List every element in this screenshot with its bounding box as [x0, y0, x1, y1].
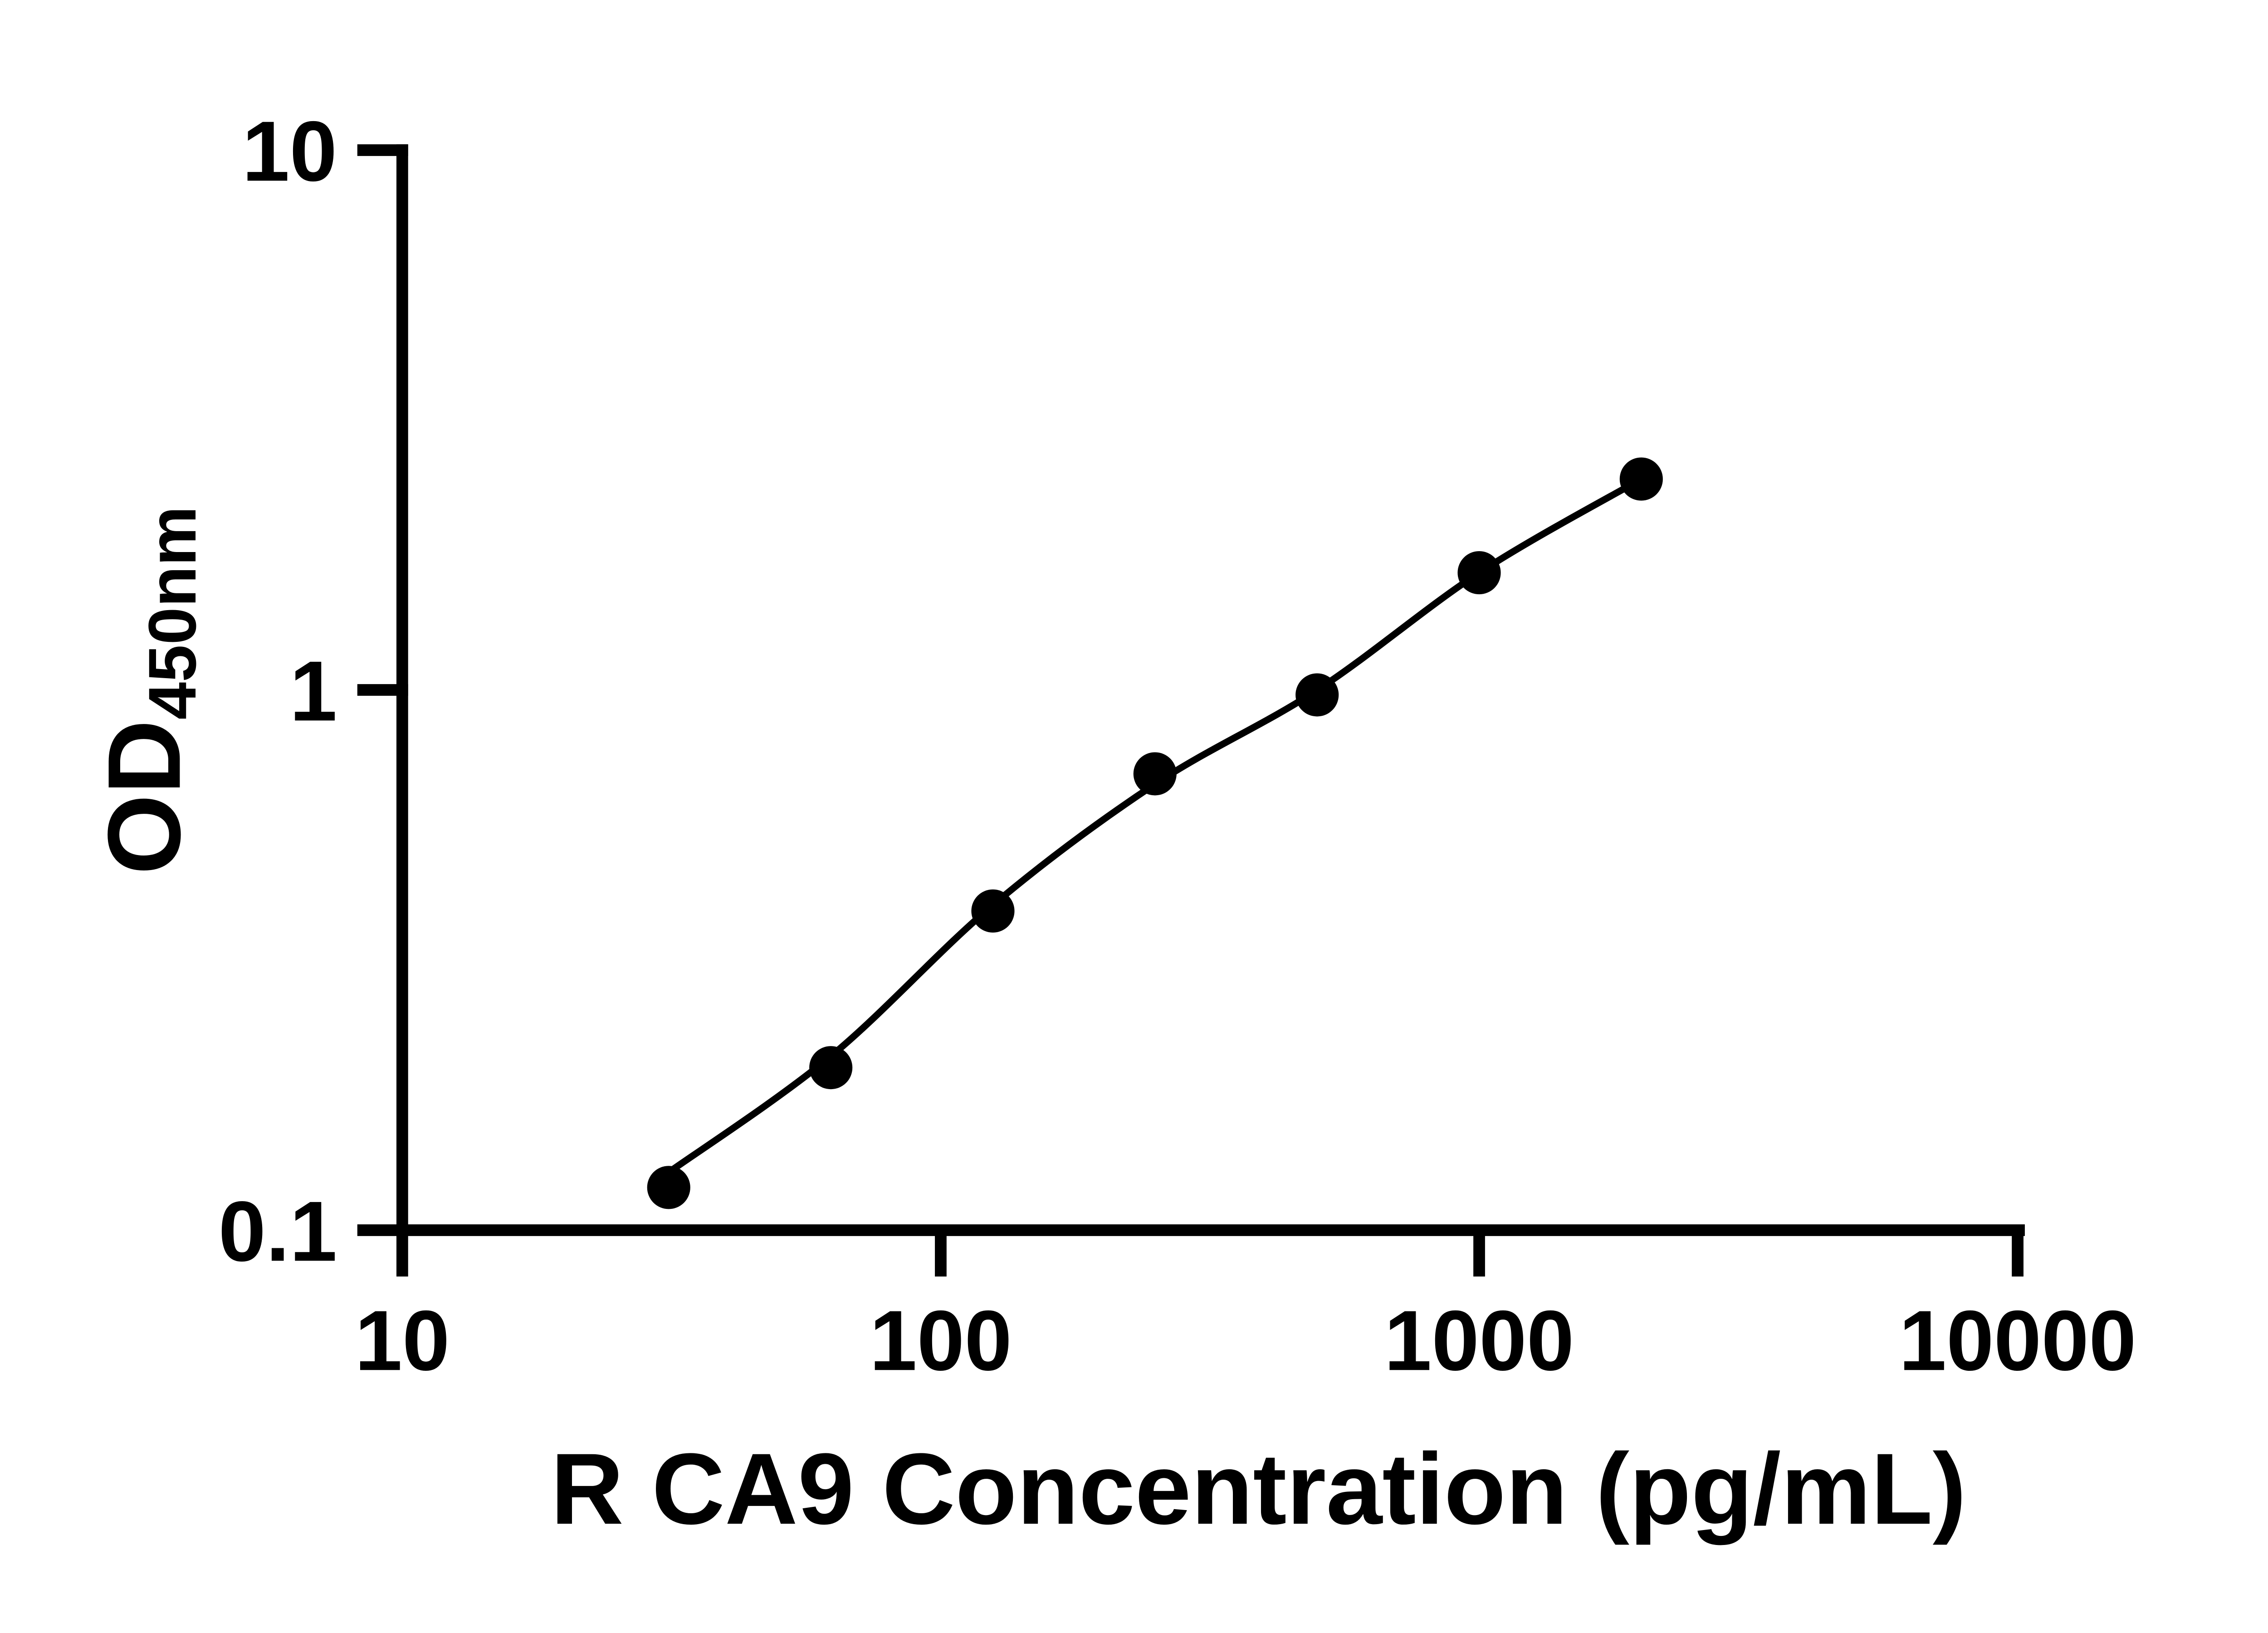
x-axis-title: R CA9 Concentration (pg/mL) — [551, 1433, 1966, 1545]
x-tick-label-10: 10 — [355, 1293, 450, 1388]
data-point — [971, 889, 1015, 933]
x-tick-label-100: 100 — [870, 1293, 1012, 1388]
x-tick-label-10000: 10000 — [1899, 1293, 2136, 1388]
data-point — [1133, 752, 1177, 796]
data-point — [1457, 551, 1501, 595]
y-tick-label-10: 10 — [242, 103, 337, 199]
x-axis-ticks — [396, 1230, 2024, 1277]
x-tick-label-1000: 1000 — [1384, 1293, 1574, 1388]
y-axis-tick-labels: 10 1 0.1 — [218, 103, 337, 1279]
y-axis-title: OD450nm — [87, 506, 210, 875]
y-tick-label-1: 1 — [289, 643, 337, 738]
x-axis-tick-labels: 10 100 1000 10000 — [355, 1293, 2136, 1388]
y-tick-label-0-1: 0.1 — [218, 1183, 337, 1279]
data-points-layer — [647, 457, 1663, 1209]
data-point — [1295, 673, 1339, 717]
data-point — [809, 1046, 853, 1090]
data-point — [1619, 457, 1663, 501]
y-axis-title-subscript: 450nm — [135, 506, 210, 720]
data-point — [647, 1166, 690, 1209]
y-axis-title-main: OD — [87, 720, 202, 875]
